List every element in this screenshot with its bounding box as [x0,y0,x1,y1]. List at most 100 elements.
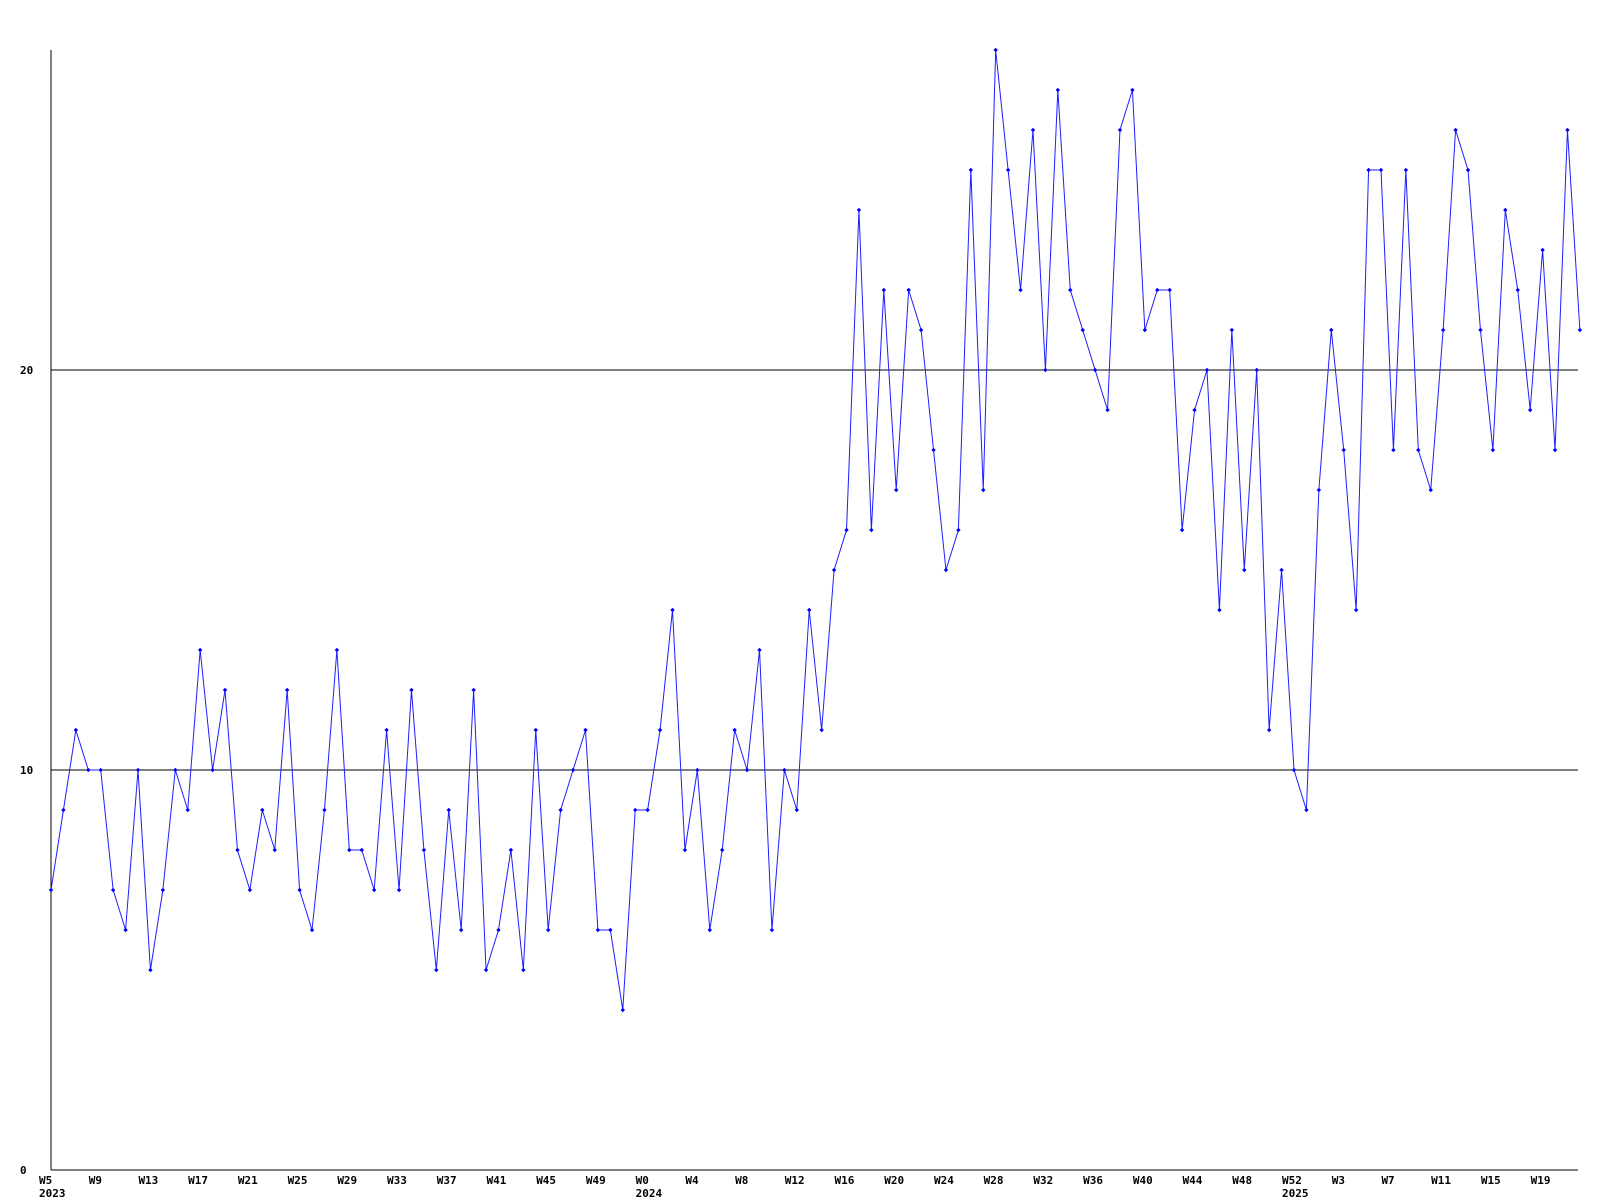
data-point [1378,167,1384,173]
axes [50,50,1578,1171]
data-point [670,607,675,613]
data-point [409,687,414,693]
data-point [521,967,526,973]
data-point [1043,367,1048,373]
data-point [1316,487,1322,493]
data-point [1092,367,1098,373]
data-point [1403,167,1409,173]
data-point [633,807,638,813]
data-point [483,967,489,973]
data-point [881,287,887,293]
data-point [732,727,737,733]
data-point [1540,247,1545,253]
data-point [247,887,253,893]
data-point [421,847,427,853]
data-point [222,687,228,693]
data-point [1515,287,1520,293]
x-tick-label: W16 [835,1174,855,1187]
x-tick-label: W0 [636,1174,649,1187]
x-tick-label: W44 [1183,1174,1203,1187]
data-point [1341,447,1346,453]
data-point [931,447,936,453]
data-point [98,767,103,773]
data-point [869,527,874,533]
data-point [148,967,153,973]
x-tick-label: W19 [1531,1174,1551,1187]
data-point [210,767,215,773]
data-point [918,327,924,333]
series [48,47,1583,1013]
data-point [446,807,451,813]
data-point [322,807,327,813]
data-point [1167,287,1172,293]
y-tick-label: 20 [20,364,33,377]
data-point [620,1007,625,1013]
data-point [608,927,613,933]
data-point [1068,287,1073,293]
x-tick-label: W12 [785,1174,805,1187]
data-point [297,887,302,893]
data-point [956,527,961,533]
data-point [309,927,315,933]
data-point [334,647,340,653]
data-point [1242,567,1247,573]
data-point [61,807,66,813]
data-point [1142,327,1148,333]
data-point [1005,167,1011,173]
data-point [1416,447,1421,453]
data-point [968,167,974,173]
data-point [1204,367,1210,373]
data-point [769,927,775,933]
year-label: 2025 [1282,1187,1309,1200]
data-point [1490,447,1496,453]
data-point [720,847,725,853]
data-point [197,647,203,653]
data-point [123,927,128,933]
data-point [807,607,812,613]
data-point [981,487,986,493]
data-point [284,687,290,693]
data-point [1453,127,1458,133]
data-point [993,47,998,53]
data-point [1217,607,1222,613]
data-point [1018,287,1023,293]
data-point [906,287,911,293]
data-point [1527,407,1533,413]
x-tick-label: W7 [1381,1174,1394,1187]
x-tick-label: W28 [984,1174,1004,1187]
data-point [1329,327,1334,333]
data-point [782,767,787,773]
data-point [471,687,476,693]
x-tick-label: W29 [337,1174,357,1187]
data-point [645,807,650,813]
data-point [1080,327,1085,333]
data-point [819,727,824,733]
data-point [73,727,79,733]
data-point [657,727,663,733]
x-tick-label: W37 [437,1174,457,1187]
data-point [1117,127,1123,133]
data-point [794,807,799,813]
data-point [396,887,402,893]
data-point [1266,727,1272,733]
data-point [1440,327,1446,333]
data-point [173,767,178,773]
year-label: 2024 [636,1187,663,1200]
x-tick-label: W40 [1133,1174,1153,1187]
data-point [1279,567,1284,573]
x-tick-label: W8 [735,1174,748,1187]
data-point [844,527,849,533]
x-tick-label: W15 [1481,1174,1501,1187]
data-point [1229,327,1235,333]
data-point [682,847,688,853]
data-point [160,887,166,893]
data-point [384,727,389,733]
data-point [347,847,352,853]
data-point [1155,287,1160,293]
data-point [583,727,588,733]
data-point [1179,527,1185,533]
data-point [831,567,837,573]
data-point [570,767,576,773]
year-label: 2023 [39,1187,66,1200]
data-point [1030,127,1036,133]
